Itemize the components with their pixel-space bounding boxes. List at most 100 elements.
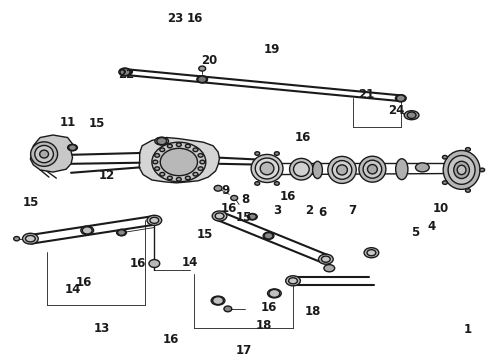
Ellipse shape <box>448 156 475 184</box>
Circle shape <box>269 289 280 297</box>
Circle shape <box>120 68 130 76</box>
Ellipse shape <box>149 260 160 267</box>
Circle shape <box>82 227 92 234</box>
Ellipse shape <box>363 160 382 178</box>
Ellipse shape <box>25 235 35 242</box>
Ellipse shape <box>117 229 126 236</box>
Ellipse shape <box>294 162 309 176</box>
Ellipse shape <box>457 165 466 175</box>
Text: 9: 9 <box>221 184 229 197</box>
Text: 16: 16 <box>294 131 311 144</box>
Polygon shape <box>139 138 220 183</box>
Text: 2: 2 <box>305 204 313 217</box>
Circle shape <box>264 233 273 239</box>
Text: 3: 3 <box>273 204 281 217</box>
Circle shape <box>152 142 206 182</box>
Circle shape <box>442 156 447 159</box>
Text: 8: 8 <box>241 193 249 206</box>
Text: 6: 6 <box>318 206 326 219</box>
Ellipse shape <box>454 161 469 179</box>
Ellipse shape <box>318 254 333 264</box>
Text: 21: 21 <box>358 88 375 101</box>
Text: 24: 24 <box>388 104 404 117</box>
Circle shape <box>274 182 279 185</box>
Ellipse shape <box>147 215 162 225</box>
Text: 16: 16 <box>187 12 203 25</box>
Text: 19: 19 <box>264 43 280 56</box>
Circle shape <box>255 182 260 185</box>
Circle shape <box>214 185 222 191</box>
Text: 15: 15 <box>196 228 213 241</box>
Text: 18: 18 <box>304 305 321 318</box>
Text: 13: 13 <box>94 322 110 335</box>
Ellipse shape <box>332 161 352 179</box>
Ellipse shape <box>35 145 53 163</box>
Text: 16: 16 <box>280 190 296 203</box>
Ellipse shape <box>321 256 330 262</box>
Circle shape <box>199 66 206 71</box>
Text: 7: 7 <box>348 204 356 217</box>
Circle shape <box>153 160 158 164</box>
Text: 15: 15 <box>89 117 105 130</box>
Text: 15: 15 <box>22 196 39 209</box>
Circle shape <box>160 148 197 176</box>
Text: 16: 16 <box>260 301 277 314</box>
Circle shape <box>255 152 260 155</box>
Circle shape <box>231 195 238 201</box>
Ellipse shape <box>328 156 356 184</box>
Ellipse shape <box>286 276 300 286</box>
Ellipse shape <box>215 213 224 219</box>
Text: 16: 16 <box>130 257 147 270</box>
Ellipse shape <box>395 159 408 180</box>
Ellipse shape <box>155 137 169 145</box>
Circle shape <box>198 154 203 157</box>
Circle shape <box>480 168 485 172</box>
Text: 17: 17 <box>236 345 252 357</box>
Circle shape <box>193 172 198 176</box>
Text: 23: 23 <box>167 12 184 25</box>
Ellipse shape <box>251 154 283 183</box>
Text: 22: 22 <box>118 68 135 81</box>
Text: 5: 5 <box>412 226 419 239</box>
Text: 16: 16 <box>162 333 179 346</box>
Text: 14: 14 <box>64 283 81 296</box>
Ellipse shape <box>119 68 131 76</box>
Ellipse shape <box>255 158 279 179</box>
Circle shape <box>168 144 172 148</box>
Circle shape <box>193 148 198 152</box>
Circle shape <box>69 145 76 150</box>
Ellipse shape <box>313 161 322 179</box>
Circle shape <box>118 230 125 235</box>
Ellipse shape <box>337 165 347 175</box>
Ellipse shape <box>263 232 274 239</box>
Circle shape <box>185 176 190 180</box>
Circle shape <box>248 214 256 220</box>
Text: 11: 11 <box>59 116 76 129</box>
Circle shape <box>176 177 181 181</box>
Circle shape <box>160 148 165 152</box>
Circle shape <box>198 167 203 170</box>
Circle shape <box>274 152 279 155</box>
Circle shape <box>198 76 207 82</box>
Circle shape <box>157 138 167 145</box>
Ellipse shape <box>359 156 386 182</box>
Circle shape <box>200 160 205 164</box>
Text: 12: 12 <box>98 169 115 182</box>
Circle shape <box>160 172 165 176</box>
Text: 14: 14 <box>182 256 198 269</box>
Circle shape <box>185 144 190 148</box>
Ellipse shape <box>395 95 406 102</box>
Text: 15: 15 <box>236 211 252 224</box>
Ellipse shape <box>212 211 227 221</box>
Circle shape <box>466 148 470 151</box>
Circle shape <box>396 95 405 102</box>
Text: 10: 10 <box>433 202 449 215</box>
Circle shape <box>442 181 447 184</box>
Circle shape <box>213 297 223 305</box>
Circle shape <box>176 143 181 147</box>
Text: 16: 16 <box>76 276 93 289</box>
Ellipse shape <box>443 150 480 189</box>
Ellipse shape <box>40 150 49 158</box>
Polygon shape <box>30 135 73 172</box>
Ellipse shape <box>404 111 419 120</box>
